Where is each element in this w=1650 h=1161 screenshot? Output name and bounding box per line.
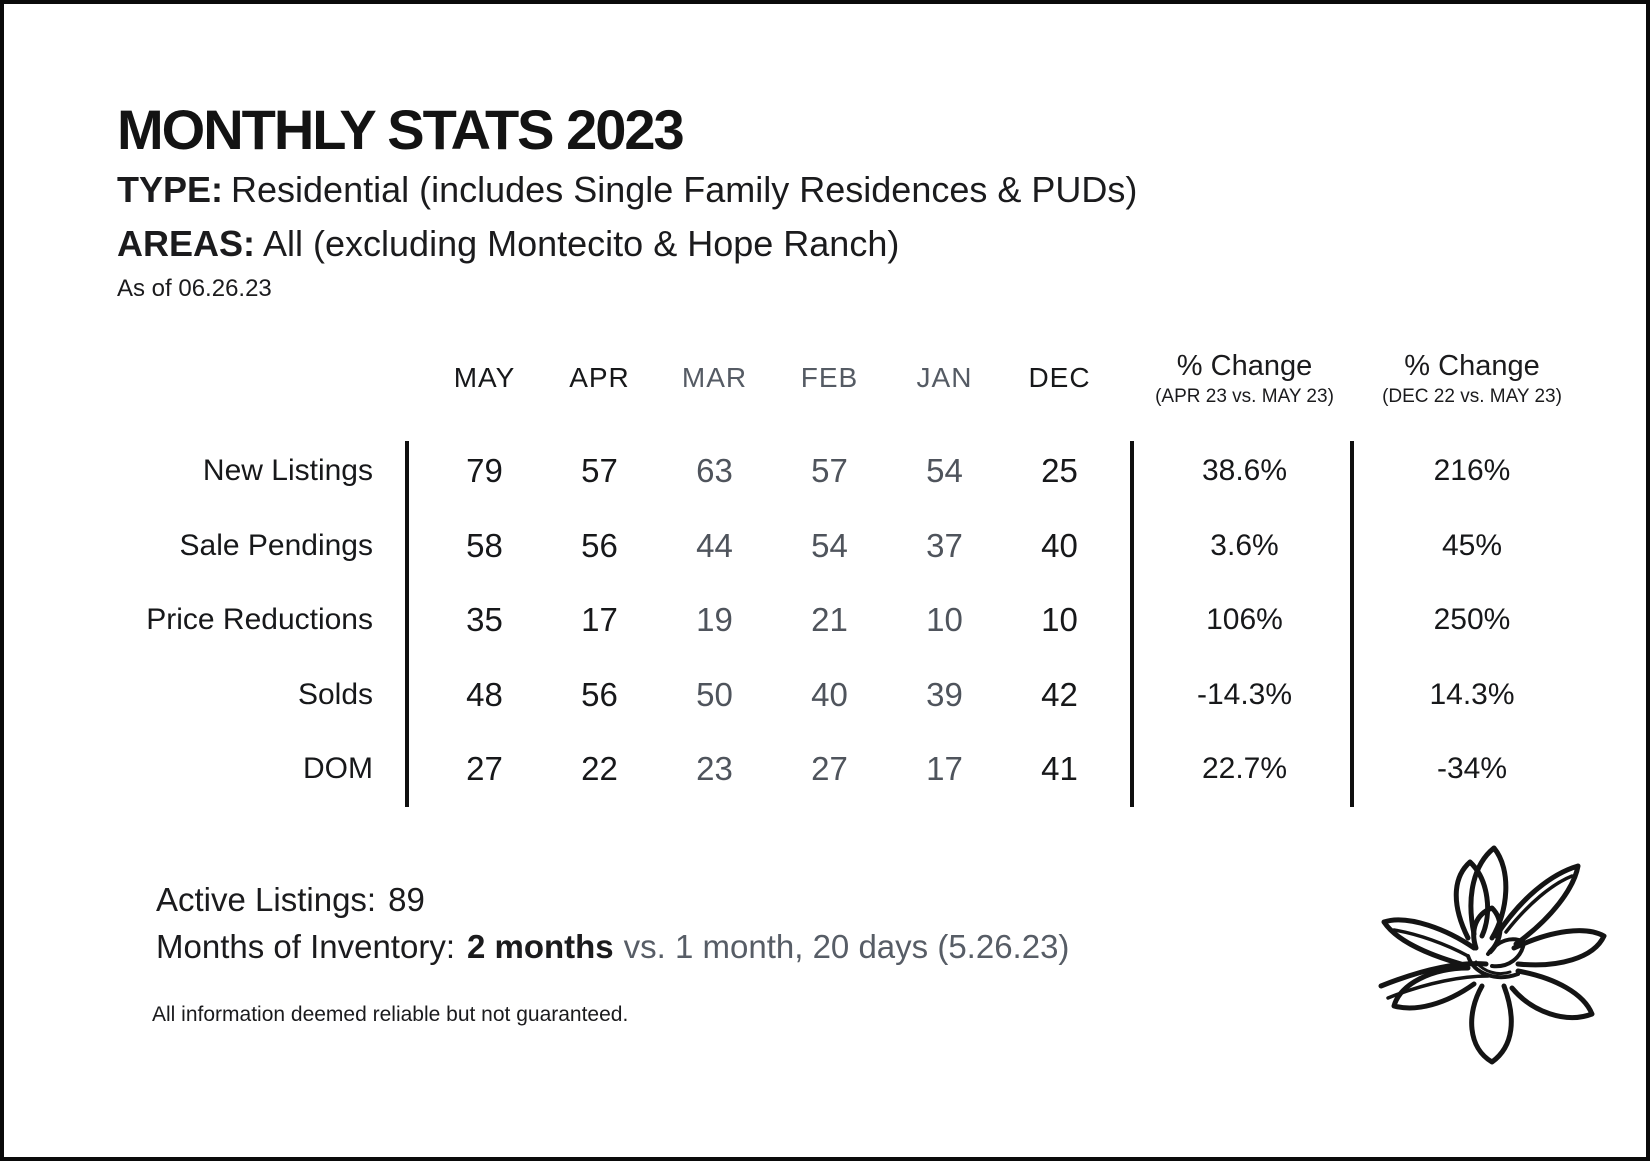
pct-cell: -34% [1436,752,1508,786]
type-value: Residential (includes Single Family Resi… [231,169,1138,210]
table-row-price-reductions: Price Reductions 35 17 19 21 10 10 106% … [119,583,1582,658]
stat-cell: 10 [1041,601,1078,639]
pct-change-subtitle-2: (DEC 22 vs. MAY 23) [1382,386,1562,408]
column-divider-2 [1130,441,1134,807]
month-header-feb: FEB [800,362,859,393]
stat-cell: 50 [696,675,733,713]
row-label: Solds [297,677,373,711]
active-listings-line: Active Listings: 89 [156,876,1069,923]
lotus-flower-icon [1378,845,1607,1065]
stat-cell: 63 [696,452,733,490]
stat-cell: 37 [926,526,963,564]
stat-cell: 79 [466,452,503,490]
stat-cell: 57 [581,452,618,490]
table-row-new-listings: New Listings 79 57 63 57 54 25 38.6% 216… [119,434,1582,509]
stat-cell: 17 [926,750,963,788]
row-label: DOM [303,752,373,786]
column-divider-3 [1350,441,1354,807]
areas-line: AREAS: All (excluding Montecito & Hope Ra… [117,221,1137,266]
stat-cell: 42 [1041,675,1078,713]
stat-cell: 57 [811,452,848,490]
disclaimer-text: All information deemed reliable but not … [152,1003,629,1026]
stat-cell: 27 [466,750,503,788]
column-divider-1 [405,441,409,807]
inventory-comparison: vs. 1 month, 20 days (5.26.23) [623,928,1070,965]
row-label: New Listings [202,454,373,488]
areas-value: All (excluding Montecito & Hope Ranch) [263,223,900,265]
pct-change-title-2: % Change [1404,350,1540,382]
summary-block: Active Listings: 89 Months of Inventory: 2… [156,876,1069,970]
pct-cell: 3.6% [1210,528,1279,562]
month-header-dec: DEC [1028,362,1091,393]
stat-cell: 41 [1041,750,1078,788]
page-title: MONTHLY STATS 2023 [117,98,685,161]
pct-cell: 106% [1206,603,1283,637]
row-label: Sale Pendings [179,528,373,562]
stat-cell: 19 [696,601,733,639]
table-body: New Listings 79 57 63 57 54 25 38.6% 216… [119,434,1582,807]
month-header-jan: JAN [916,362,973,393]
stat-cell: 56 [581,526,618,564]
inventory-value: 2 months [466,928,614,965]
stat-cell: 40 [811,675,848,713]
stat-cell: 54 [926,452,963,490]
table-row-sale-pendings: Sale Pendings 58 56 44 54 37 40 3.6% 45% [119,509,1582,584]
pct-change-title-1: % Change [1176,350,1313,382]
pct-cell: 45% [1441,528,1503,562]
table-row-solds: Solds 48 56 50 40 39 42 -14.3% 14.3% [119,658,1582,733]
header-block: MONTHLY STATS 2023 TYPE: Residential (inc… [117,102,1137,303]
pct-cell: 38.6% [1201,454,1288,488]
row-label: Price Reductions [146,603,373,637]
pct-cell: 216% [1433,454,1511,488]
inventory-line: Months of Inventory: 2 months vs. 1 month,… [156,923,1069,970]
active-listings-value: 89 [388,881,425,918]
stat-cell: 54 [811,526,848,564]
pct-change-header-1: % Change (APR 23 vs. MAY 23) [1137,350,1352,408]
month-header-may: MAY [453,362,516,393]
active-listings-label: Active Listings: [156,881,377,918]
pct-cell: 250% [1433,603,1511,637]
month-header-apr: APR [569,362,630,393]
stat-cell: 27 [811,750,848,788]
table-row-dom: DOM 27 22 23 27 17 41 22.7% -34% [119,732,1582,807]
stat-cell: 56 [581,675,618,713]
stat-cell: 17 [581,601,618,639]
type-label: TYPE: [117,169,224,210]
stat-cell: 35 [466,601,503,639]
as-of-date: As of 06.26.23 [117,274,272,302]
pct-change-header-2: % Change (DEC 22 vs. MAY 23) [1362,350,1582,408]
stat-cell: 40 [1041,526,1078,564]
stat-cell: 25 [1041,452,1078,490]
areas-label: AREAS: [117,223,256,265]
stat-cell: 21 [811,601,848,639]
pct-cell: 14.3% [1429,677,1515,711]
stat-cell: 22 [581,750,618,788]
inventory-label: Months of Inventory: [156,928,455,965]
pct-cell: 22.7% [1201,752,1288,786]
stat-cell: 39 [926,675,963,713]
stat-cell: 48 [466,675,503,713]
pct-cell: -14.3% [1196,677,1293,711]
month-header-mar: MAR [681,362,748,393]
table-header-row: MAY APR MAR FEB JAN DEC % Change (APR 23… [119,350,1582,408]
stat-cell: 10 [926,601,963,639]
stat-cell: 23 [696,750,733,788]
stat-cell: 44 [696,526,733,564]
pct-change-subtitle-1: (APR 23 vs. MAY 23) [1155,386,1334,408]
stat-cell: 58 [466,526,503,564]
type-line: TYPE: Residential (includes Single Family… [117,167,1137,212]
